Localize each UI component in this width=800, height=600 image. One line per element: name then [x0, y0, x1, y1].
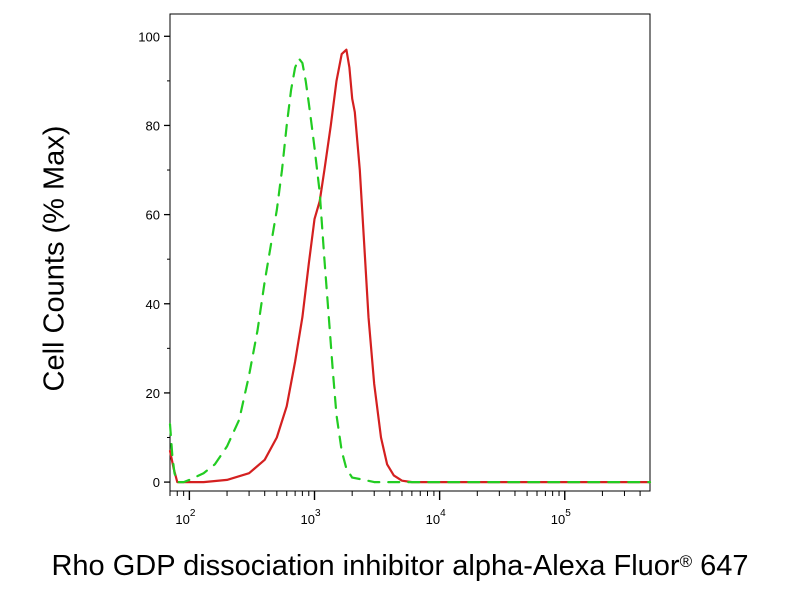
y-tick-label: 20 [146, 386, 160, 401]
x-tick-exponent: 5 [565, 508, 571, 519]
y-tick-label: 60 [146, 208, 160, 223]
x-tick-exponent: 2 [190, 508, 196, 519]
x-tick-label: 104 [426, 508, 446, 527]
x-tick-base: 10 [175, 512, 189, 527]
x-axis-label-main: Rho GDP dissociation inhibitor alpha-Ale… [51, 550, 680, 582]
x-tick-base: 10 [551, 512, 565, 527]
y-tick-label: 80 [146, 118, 160, 133]
series-layer [168, 48, 652, 484]
x-tick-base: 10 [426, 512, 440, 527]
x-tick-label: 103 [300, 508, 320, 527]
plot-frame [169, 13, 651, 492]
series-dashed-green-line [168, 57, 652, 484]
x-tick-exponent: 4 [440, 508, 446, 519]
x-tick-label: 102 [175, 508, 195, 527]
x-axis-label-suffix: 647 [700, 550, 749, 582]
y-tick-label: 0 [153, 475, 160, 490]
x-tick-exponent: 3 [315, 508, 321, 519]
x-tick-base: 10 [300, 512, 314, 527]
x-axis-label: Rho GDP dissociation inhibitor alpha-Ale… [0, 550, 800, 583]
x-tick-label: 105 [551, 508, 571, 527]
series-solid-red-line [168, 48, 652, 484]
y-tick-label: 40 [146, 297, 160, 312]
y-tick-label: 100 [138, 29, 160, 44]
y-axis-label: Cell Counts (% Max) [38, 125, 71, 392]
registered-mark: ® [679, 552, 693, 571]
